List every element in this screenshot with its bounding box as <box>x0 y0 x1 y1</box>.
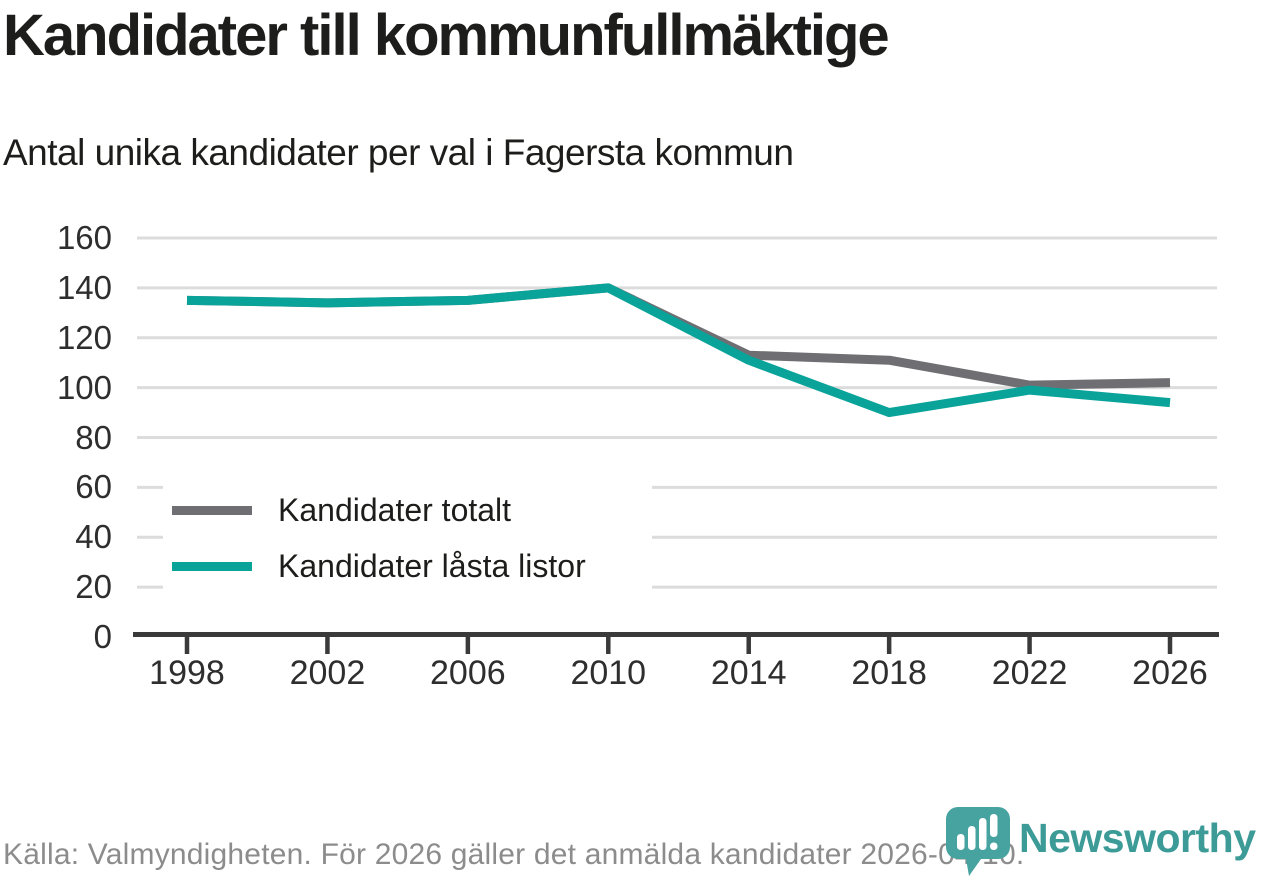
x-tick-label: 1998 <box>149 654 225 692</box>
x-tick-label: 2010 <box>570 654 647 692</box>
logo-bar-1 <box>957 834 965 850</box>
logo-pin-shape <box>946 807 1010 876</box>
y-tick-label: 160 <box>56 219 112 256</box>
y-tick-label: 140 <box>56 268 112 306</box>
legend-label-kandidater-lasta-listor: Kandidater låsta listor <box>278 547 586 584</box>
legend-swatch-kandidater-totalt <box>172 505 252 515</box>
legend-label-kandidater-totalt: Kandidater totalt <box>278 491 512 528</box>
y-tick-label: 100 <box>56 368 112 406</box>
logo-bar-2 <box>968 826 976 850</box>
x-tick-label: 2014 <box>710 654 787 692</box>
x-tick-label: 2002 <box>289 654 366 692</box>
y-tick-label: 20 <box>75 568 112 606</box>
logo-exclamation-dot <box>990 842 998 850</box>
x-tick-label: 2026 <box>1132 654 1208 692</box>
newsworthy-wordmark: Newsworthy <box>1019 815 1256 861</box>
legend-swatch-kandidater-lasta-listor <box>172 561 252 571</box>
x-tick-label: 2018 <box>851 654 927 692</box>
y-tick-label: 120 <box>56 318 112 356</box>
logo-bar-3 <box>979 818 987 850</box>
y-tick-label: 0 <box>93 618 112 655</box>
legend-item-kandidater-totalt: Kandidater totalt <box>163 482 652 538</box>
series-line-kandidater-lasta-listor <box>186 283 1171 418</box>
x-tick-label: 2022 <box>991 654 1068 692</box>
logo-exclamation-bar <box>990 814 998 837</box>
x-tick-label: 2006 <box>430 654 506 692</box>
newsworthy-logo: Newsworthy <box>945 806 1256 878</box>
source-note: Källa: Valmyndigheten. För 2026 gäller d… <box>3 838 1025 871</box>
chart-title: Kandidater till kommunfullmäktige <box>3 3 890 68</box>
newsworthy-logo-icon <box>946 807 1010 876</box>
y-tick-label: 80 <box>75 418 112 456</box>
y-tick-label: 40 <box>75 518 112 556</box>
y-tick-label: 60 <box>75 468 112 506</box>
chart-legend: Kandidater totalt Kandidater låsta listo… <box>163 482 652 594</box>
legend-item-kandidater-lasta-listor: Kandidater låsta listor <box>163 538 652 594</box>
chart-subtitle: Antal unika kandidater per val i Fagerst… <box>3 132 794 173</box>
